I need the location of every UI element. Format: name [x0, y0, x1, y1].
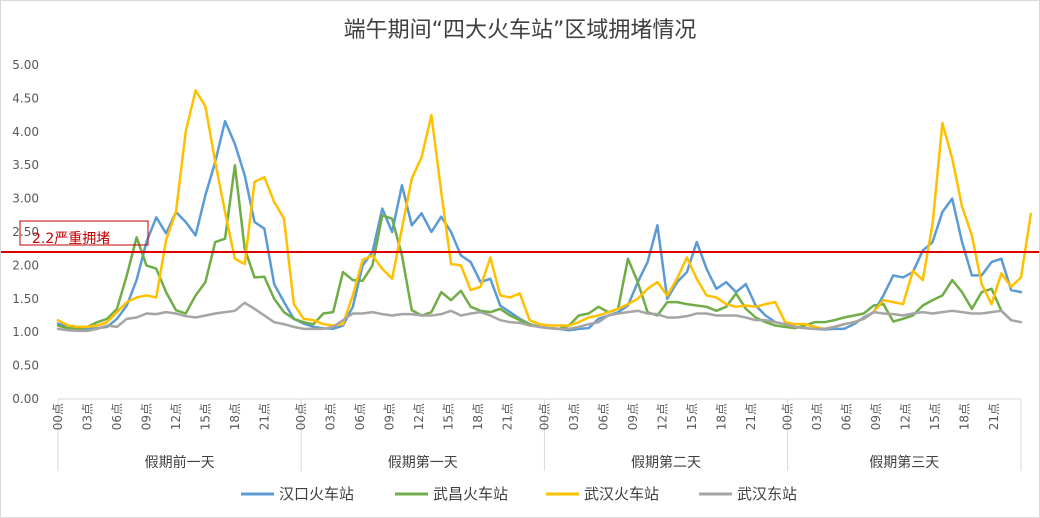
y-tick-label: 3.50	[12, 158, 39, 172]
x-tick-label: 00点	[537, 403, 551, 430]
y-tick-label: 4.50	[12, 91, 39, 105]
x-tick-label: 12点	[655, 403, 669, 430]
x-tick-label: 21点	[987, 403, 1001, 430]
y-tick-label: 4.00	[12, 125, 39, 139]
y-axis: 0.00 0.50 1.00 1.50 2.00 2.50 3.00 3.50 4.00 4.50…	[12, 58, 39, 406]
series-line-2	[56, 163, 1013, 331]
legend-label: 汉口火车站	[279, 485, 354, 503]
x-tick-label: 03点	[80, 403, 94, 430]
legend-label: 武汉火车站	[584, 485, 659, 503]
x-tick-label: 03点	[567, 403, 581, 430]
x-tick-label: 06点	[596, 403, 610, 430]
chart-title: 端午期间“四大火车站”区域拥堵情况	[344, 18, 697, 43]
x-tick-label: 06点	[840, 403, 854, 430]
x-tick-label: 09点	[626, 403, 640, 430]
x-tick-label: 21点	[257, 403, 271, 430]
y-tick-label: 2.50	[12, 225, 39, 239]
x-tick-label: 12点	[899, 403, 913, 430]
x-tick-label: 15点	[198, 403, 212, 430]
y-tick-label: 5.00	[12, 58, 39, 72]
x-tick-label: 18点	[714, 403, 728, 430]
x-group-label: 假期第一天	[388, 454, 458, 471]
x-tick-label: 09点	[383, 403, 397, 430]
y-tick-label: 0.50	[12, 359, 39, 373]
y-tick-label: 0.00	[12, 392, 39, 406]
x-tick-label: 09点	[869, 403, 883, 430]
legend: 汉口火车站 武昌火车站 武汉火车站 武汉东站	[241, 485, 797, 503]
x-tick-label: 00点	[51, 403, 65, 430]
x-tick-label: 21点	[501, 403, 515, 430]
x-group-label: 假期前一天	[145, 454, 215, 471]
x-tick-label: 15点	[442, 403, 456, 430]
x-tick-label: 12点	[169, 403, 183, 430]
x-tick-label: 06点	[110, 403, 124, 430]
x-tick-label: 18点	[228, 403, 242, 430]
x-tick-label: 06点	[353, 403, 367, 430]
x-tick-label: 18点	[957, 403, 971, 430]
y-tick-label: 1.00	[12, 325, 39, 339]
x-tick-label: 00点	[781, 403, 795, 430]
threshold-label-box	[19, 220, 149, 246]
series-line-4	[56, 301, 1023, 333]
x-tick-label: 03点	[810, 403, 824, 430]
legend-label: 武昌火车站	[433, 485, 508, 503]
x-group-label: 假期第三天	[869, 454, 939, 471]
y-tick-label: 1.50	[12, 292, 39, 306]
x-tick-label: 15点	[685, 403, 699, 430]
threshold-layer: 2.2严重拥堵	[1, 220, 1039, 254]
series-line-1	[56, 119, 1023, 332]
x-tick-label: 15点	[928, 403, 942, 430]
x-tick-label: 09点	[139, 403, 153, 430]
x-group-label: 假期第二天	[631, 454, 701, 471]
x-tick-label: 18点	[471, 403, 485, 430]
x-tick-label: 12点	[412, 403, 426, 430]
series-layer	[56, 89, 1033, 333]
x-tick-label: 21点	[744, 403, 758, 430]
legend-label: 武汉东站	[737, 485, 797, 503]
y-tick-label: 3.00	[12, 192, 39, 206]
threshold-label: 2.2严重拥堵	[32, 231, 110, 247]
x-tick-label: 03点	[324, 403, 338, 430]
y-tick-label: 2.00	[12, 258, 39, 272]
x-tick-label: 00点	[294, 403, 308, 430]
